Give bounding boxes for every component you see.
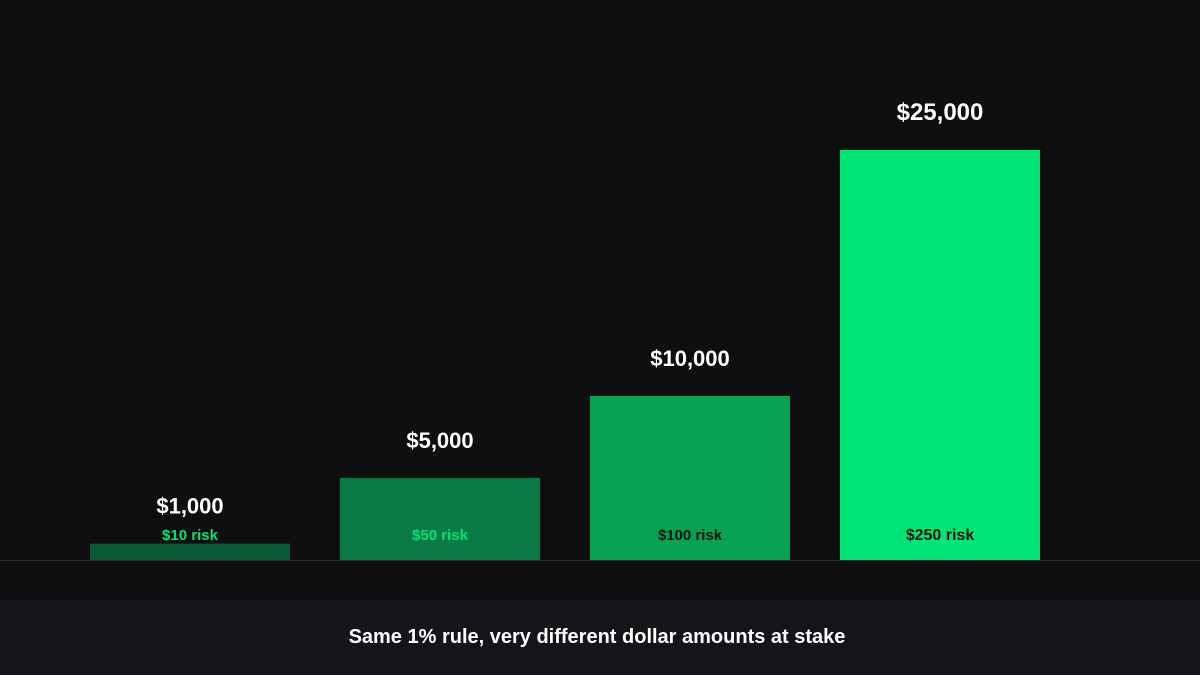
- chart-caption: Same 1% rule, very different dollar amou…: [348, 626, 846, 648]
- bar-4: [840, 150, 1040, 560]
- bar-1: [90, 543, 290, 560]
- bar-value-label-2: $5,000: [406, 428, 473, 453]
- bar-risk-label-3: $100 risk: [658, 527, 723, 544]
- bar-value-label-1: $1,000: [156, 494, 223, 519]
- bar-risk-label-1: $10 risk: [162, 527, 219, 544]
- bar-3: [590, 396, 790, 560]
- bar-2: [340, 478, 540, 560]
- footer-bar: Same 1% rule, very different dollar amou…: [0, 600, 1200, 675]
- bar-risk-label-4: $250 risk: [906, 527, 975, 544]
- bar-value-label-3: $10,000: [650, 346, 730, 371]
- bar-value-label-4: $25,000: [897, 99, 984, 126]
- bar-risk-label-2: $50 risk: [412, 527, 469, 544]
- bars-group: $1,000 $10 risk $5,000 $50 risk $10,000 $100 …: [90, 99, 1040, 560]
- bar-chart: $1,000 $10 risk $5,000 $50 risk $10,000 $100 …: [0, 99, 1200, 561]
